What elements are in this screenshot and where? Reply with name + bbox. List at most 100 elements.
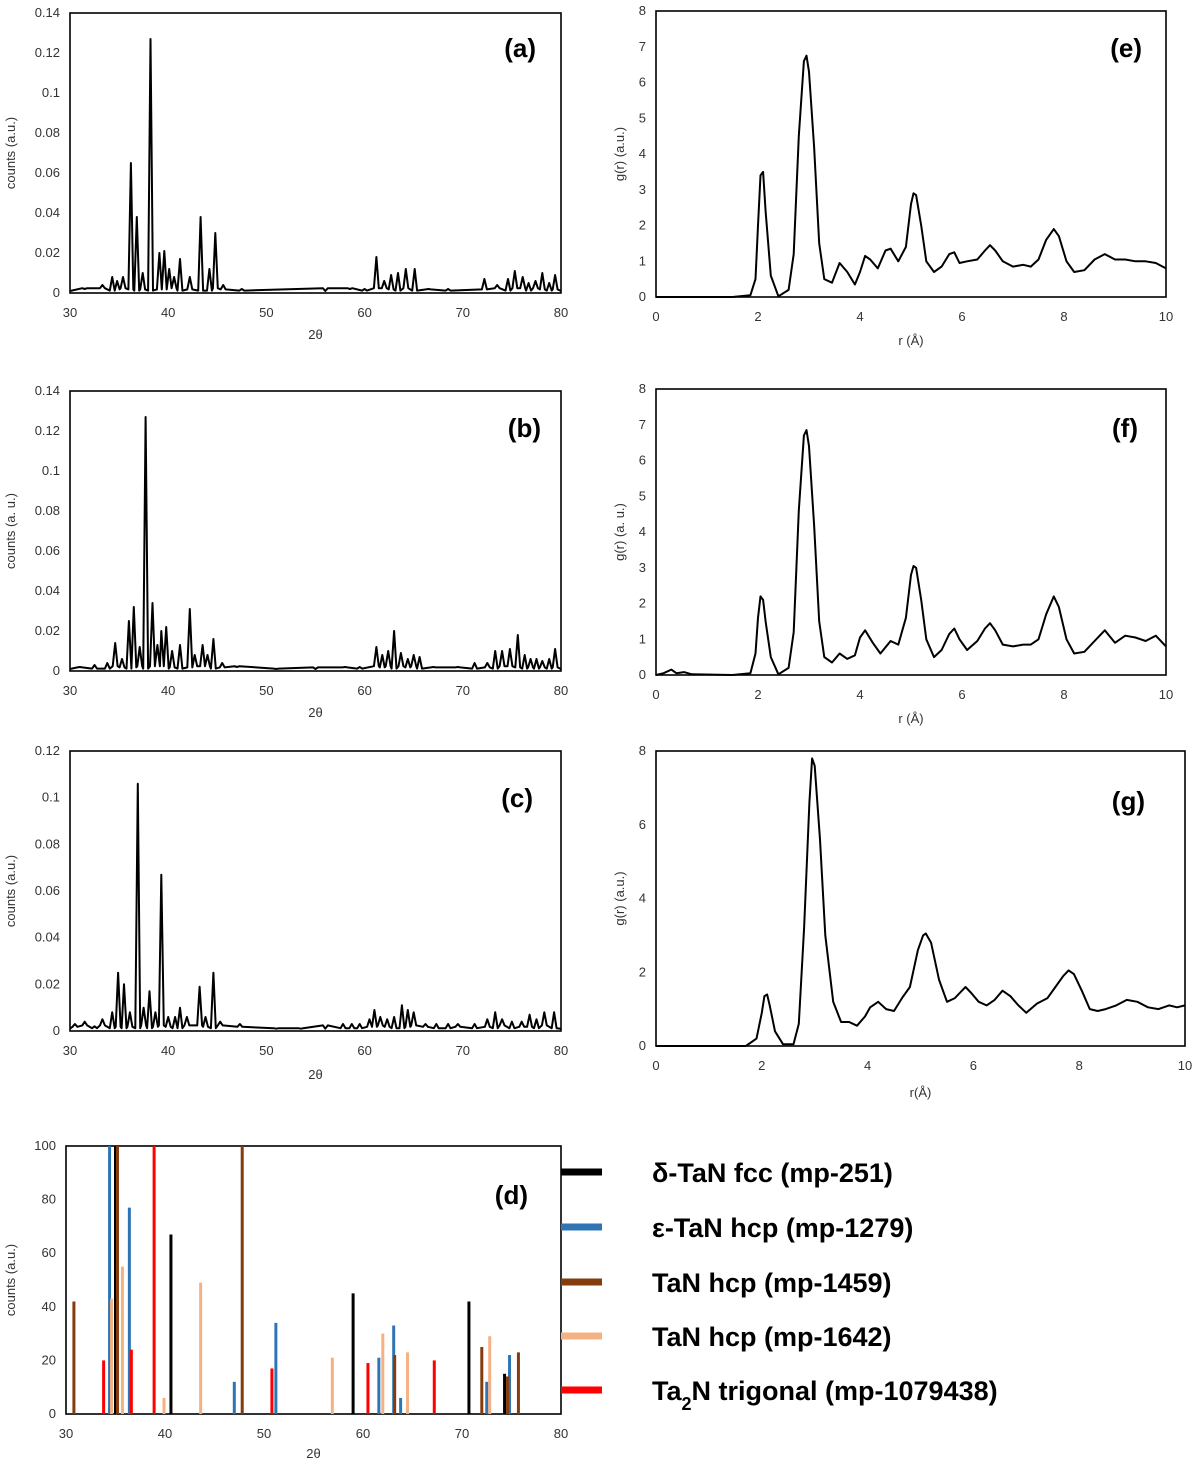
x-tick-label: 70 [456,1043,470,1058]
y-tick-label: 0.06 [35,165,60,180]
x-tick-label: 80 [554,1426,568,1441]
x-tick-label: 8 [1076,1058,1083,1073]
y-tick-label: 0.1 [42,463,60,478]
y-tick-label: 0.02 [35,976,60,991]
x-tick-label: 30 [63,1043,77,1058]
y-axis-title: counts (a.u.) [3,855,18,927]
x-tick-label: 6 [958,309,965,324]
x-tick-label: 40 [161,305,175,320]
plot-frame [655,750,1186,1047]
x-tick-label: 10 [1159,687,1173,702]
x-tick-label: 8 [1060,309,1067,324]
legend-item: ε-TaN hcp (mp-1279) [561,1213,913,1243]
x-tick-label: 2 [754,687,761,702]
y-tick-label: 0.12 [35,423,60,438]
y-axis-title: counts (a.u.) [3,117,18,189]
x-tick-label: 0 [652,687,659,702]
y-tick-label: 4 [639,524,646,539]
x-tick-label: 30 [63,683,77,698]
y-tick-label: 0.14 [35,383,60,398]
series-line [655,429,1167,676]
chart-panel-b: 30 40 50 60 70 80 0 0.02 0.04 0.06 0.08 0.1 0.12 0.14… [3,383,568,720]
y-tick-label: 1 [639,631,646,646]
y-tick-label: 0.08 [35,125,60,140]
legend-label: TaN hcp (mp-1459) [652,1268,892,1298]
x-tick-label: 40 [161,683,175,698]
x-tick-label: 50 [259,305,273,320]
x-tick-label: 80 [554,683,568,698]
chart-panel-c: 30 40 50 60 70 80 0 0.02 0.04 0.06 0.08 0.1 0.12 2θ co… [3,743,568,1082]
legend-item: δ-TaN fcc (mp-251) [561,1158,893,1188]
plot-frame [655,388,1167,676]
y-tick-label: 0.08 [35,836,60,851]
y-tick-label: 0 [639,1038,646,1053]
x-tick-label: 10 [1178,1058,1192,1073]
x-tick-label: 50 [259,683,273,698]
y-tick-label: 6 [639,75,646,90]
panel-label: (b) [508,413,541,443]
y-tick-label: 0.04 [35,205,60,220]
legend: δ-TaN fcc (mp-251) ε-TaN hcp (mp-1279) TaN… [561,1158,998,1414]
y-tick-label: 4 [639,891,646,906]
x-axis-title: 2θ [308,327,322,342]
x-axis-title: 2θ [308,705,322,720]
plot-frame [69,12,562,294]
y-tick-label: 4 [639,146,646,161]
y-tick-label: 0.1 [42,85,60,100]
legend-item: TaN hcp (mp-1642) [561,1322,892,1352]
x-axis-title: 2θ [308,1067,322,1082]
chart-panel-e: 0 2 4 6 8 10 0 1 2 3 4 5 6 7 8 r (Å) g(r) (a.u.) (e) [612,3,1173,348]
y-tick-label: 0.14 [35,5,60,20]
x-tick-label: 40 [158,1426,172,1441]
x-tick-label: 2 [754,309,761,324]
series-line [656,757,1186,1047]
y-axis-title: g(r) (a.u.) [612,127,627,181]
y-tick-label: 0.08 [35,503,60,518]
x-axis-title: r (Å) [898,333,923,348]
x-tick-label: 2 [758,1058,765,1073]
panel-label: (c) [501,783,533,813]
x-tick-label: 4 [856,687,863,702]
y-tick-label: 0.12 [35,45,60,60]
y-tick-label: 0.02 [35,245,60,260]
x-tick-label: 10 [1159,309,1173,324]
y-tick-label: 100 [34,1138,56,1153]
y-tick-label: 7 [639,39,646,54]
y-tick-label: 2 [639,596,646,611]
y-tick-label: 40 [42,1299,56,1314]
x-tick-label: 4 [864,1058,871,1073]
y-tick-label: 20 [42,1352,56,1367]
plot-frame [69,750,562,1032]
x-tick-label: 30 [59,1426,73,1441]
y-tick-label: 7 [639,417,646,432]
panel-label: (e) [1110,33,1142,63]
legend-label: ε-TaN hcp (mp-1279) [652,1213,913,1243]
y-tick-label: 6 [639,817,646,832]
x-tick-label: 0 [652,1058,659,1073]
legend-label: TaN hcp (mp-1642) [652,1322,892,1352]
plot-frame [655,10,1167,298]
x-tick-label: 80 [554,1043,568,1058]
x-tick-label: 0 [652,309,659,324]
panel-label: (f) [1112,413,1138,443]
x-tick-label: 60 [356,1426,370,1441]
x-tick-label: 70 [456,683,470,698]
y-tick-label: 0.02 [35,623,60,638]
x-tick-label: 70 [456,305,470,320]
series-line [69,38,562,292]
y-axis-title: counts (a. u.) [3,493,18,569]
panel-label: (d) [495,1180,528,1210]
x-tick-label: 50 [259,1043,273,1058]
y-tick-label: 0.04 [35,930,60,945]
y-axis-title: counts (a.u.) [3,1244,18,1316]
x-tick-label: 70 [455,1426,469,1441]
y-tick-label: 0.04 [35,583,60,598]
y-tick-label: 0.1 [42,790,60,805]
y-tick-label: 8 [639,743,646,758]
legend-item: Ta2N trigonal (mp-1079438) [561,1376,998,1414]
chart-panel-g: 0 2 4 6 8 10 0 2 4 6 8 r(Å) g(r) (a.u.) (g) [612,743,1192,1100]
y-tick-label: 0 [639,289,646,304]
y-tick-label: 3 [639,560,646,575]
x-tick-label: 80 [554,305,568,320]
